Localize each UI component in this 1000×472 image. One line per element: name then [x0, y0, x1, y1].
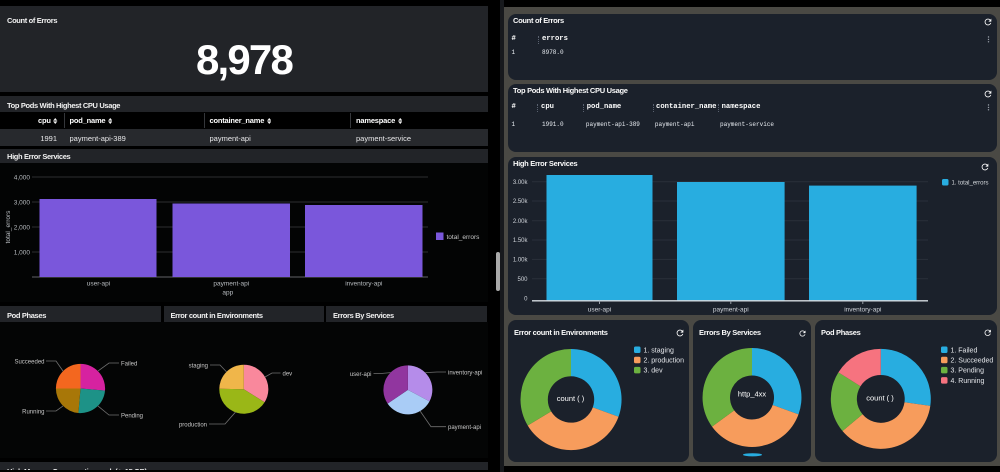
svg-text:3,000: 3,000 — [14, 199, 31, 206]
svg-text:0: 0 — [524, 297, 528, 303]
svg-text:4. Running: 4. Running — [951, 378, 985, 385]
svg-text:user-api: user-api — [350, 372, 372, 378]
svg-text:production: production — [179, 422, 207, 428]
svg-text:500: 500 — [517, 277, 528, 283]
svg-text:inventory-api: inventory-api — [844, 307, 881, 314]
svg-text:2. production: 2. production — [644, 358, 685, 365]
svg-text:Succeeded: Succeeded — [14, 359, 44, 365]
svg-text:1,000: 1,000 — [14, 249, 31, 256]
svg-text:payment-api: payment-api — [713, 307, 749, 314]
svg-text:user-api: user-api — [588, 307, 611, 314]
svg-text:4,000: 4,000 — [14, 174, 31, 181]
svg-text:2.00k: 2.00k — [513, 219, 529, 225]
svg-text:user-api: user-api — [87, 281, 110, 288]
svg-text:total_errors: total_errors — [5, 210, 12, 244]
svg-text:inventory-api: inventory-api — [448, 370, 482, 376]
svg-text:count ( ): count ( ) — [557, 394, 585, 403]
svg-text:Running: Running — [22, 409, 44, 415]
svg-text:3.00k: 3.00k — [513, 180, 529, 186]
svg-text:Failed: Failed — [121, 361, 137, 367]
svg-text:2. Succeeded: 2. Succeeded — [951, 358, 994, 365]
svg-text:dev: dev — [283, 371, 293, 377]
svg-text:inventory-api: inventory-api — [345, 281, 382, 288]
svg-text:3. dev: 3. dev — [644, 368, 664, 375]
svg-text:1.00k: 1.00k — [513, 258, 529, 264]
svg-text:payment-api: payment-api — [448, 425, 481, 431]
svg-text:1. total_errors: 1. total_errors — [952, 181, 989, 187]
svg-text:1. Failed: 1. Failed — [951, 347, 978, 354]
svg-text:payment-api: payment-api — [213, 281, 249, 288]
svg-text:staging: staging — [189, 363, 208, 369]
svg-text:Pending: Pending — [121, 413, 143, 419]
svg-text:total_errors: total_errors — [447, 234, 481, 241]
svg-text:2,000: 2,000 — [14, 224, 31, 231]
svg-text:app: app — [222, 290, 233, 297]
svg-text:1. staging: 1. staging — [644, 347, 674, 354]
svg-text:1.50k: 1.50k — [513, 238, 529, 244]
svg-text:3. Pending: 3. Pending — [951, 368, 985, 375]
svg-text:http_4xx: http_4xx — [738, 389, 767, 398]
svg-text:2.50k: 2.50k — [513, 199, 529, 205]
svg-text:count ( ): count ( ) — [866, 393, 894, 402]
